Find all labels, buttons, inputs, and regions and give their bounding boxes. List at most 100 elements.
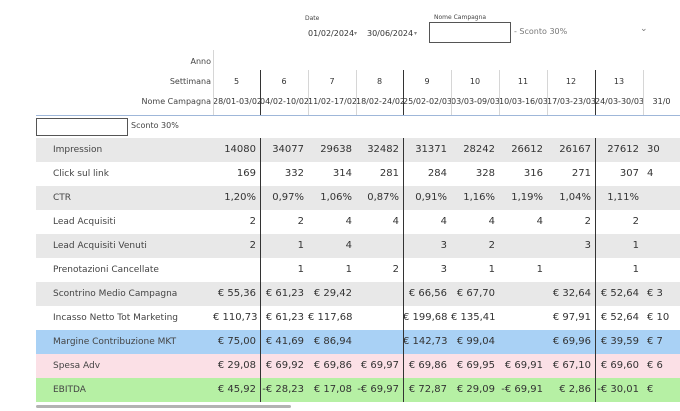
row-label: Click sul link [53,169,109,179]
table-cell [499,330,547,354]
table-cell: -€ 69,91 [501,384,543,395]
column-date-range: 03/03-09/03 [451,97,499,106]
table-cell: 1 [488,264,495,275]
table-cell: 1 [297,240,304,251]
column-week-number: 9 [424,77,430,86]
table-cell: € 17,08 [313,384,352,395]
table-cell: -€ 30,01 [597,384,639,395]
campaign-filter-input[interactable] [36,118,128,136]
column-divider [499,70,500,115]
table-cell: € 86,94 [313,336,352,347]
date-from-chevron-icon[interactable]: ▾ [354,30,358,37]
column-divider [547,70,548,115]
column-date-range: 25/02-02/03 [403,97,451,106]
table-cell: 2 [392,264,399,275]
table-cell: 4 [647,168,654,179]
table-cell: € 199,68 [403,312,448,323]
table-cell: 4 [488,216,495,227]
table-cell: 34077 [272,144,304,155]
table-cell: € 61,23 [265,288,304,299]
horizontal-scrollbar[interactable] [36,405,291,408]
column-week-number: 13 [613,77,625,86]
column-divider [260,138,261,402]
table-row: Incasso Netto Tot Marketing € 110,73 € 61,… [36,306,680,330]
table-cell: 2 [584,216,591,227]
table-cell: € 99,04 [456,336,495,347]
table-cell: € 29,09 [456,384,495,395]
header-separator [36,115,680,116]
table-cell: € 69,95 [456,360,495,371]
table-cell: 284 [427,168,447,179]
table-cell [643,234,680,258]
table-cell: € 39,59 [600,336,639,347]
table-cell: 4 [440,216,447,227]
table-cell: € 69,86 [313,360,352,371]
table-cell: 4 [392,216,399,227]
column-date-range: 17/03-23/03 [547,97,595,106]
table-cell: 2 [297,216,304,227]
campaign-name-input[interactable] [429,22,511,43]
column-date-range: 31/0 [652,97,671,106]
column-date-range: 18/02-24/02 [356,97,403,106]
table-cell: € 41,69 [265,336,304,347]
table-cell: € 29,08 [217,360,256,371]
column-divider [403,70,404,115]
table-cell: 3 [440,240,447,251]
table-cell: € 29,42 [313,288,352,299]
table-cell: 2 [249,240,256,251]
table-cell [356,282,403,306]
table-row: Impression 14080 34077 29638 32482 31371 28242… [36,138,680,162]
table-cell: € 69,86 [408,360,447,371]
table-cell: 28242 [463,144,495,155]
table-cell: 281 [379,168,399,179]
table-cell: 31371 [415,144,447,155]
header-anno: Anno [190,57,211,66]
table-cell: 27612 [607,144,639,155]
table-row: Lead Acquisiti Venuti 2 1 4 3 2 3 1 [36,234,680,258]
table-cell: € 55,36 [217,288,256,299]
table-cell: 1 [632,264,639,275]
table-row: Margine Contribuzione MKT € 75,00 € 41,69 €… [36,330,680,354]
table-cell: € 97,91 [552,312,591,323]
table-cell [213,258,260,282]
table-cell: -€ 69,97 [357,384,399,395]
chevron-down-icon[interactable]: ⌄ [640,24,648,34]
table-cell [643,210,680,234]
column-week-number: 7 [329,77,335,86]
campaign-filter-label: Sconto 30% [131,121,179,130]
column-date-range: 28/01-03/02 [213,97,260,106]
table-cell: € 69,91 [504,360,543,371]
column-divider [595,70,596,115]
column-divider [213,50,214,115]
column-date-range: 24/03-30/03 [595,97,643,106]
row-label: Incasso Netto Tot Marketing [53,313,178,323]
table-row: Spesa Adv € 29,08 € 69,92 € 69,86 € 69,97 € 6… [36,354,680,378]
column-week-number: 10 [469,77,481,86]
date-to-field[interactable]: 30/06/2024 [367,29,414,38]
table-row: Prenotazioni Cancellate 1 1 2 3 1 1 1 [36,258,680,282]
table-cell: € 32,64 [552,288,591,299]
row-label: Impression [53,145,103,155]
campaign-name-filter-label: Nome Campagna [434,14,487,21]
table-cell: 1 [632,240,639,251]
table-cell [356,306,403,330]
campaign-dropdown[interactable]: - Sconto 30% [514,27,568,36]
table-cell: € [647,384,654,395]
table-cell: 1,19% [511,192,543,203]
date-from-field[interactable]: 01/02/2024 [308,29,355,38]
table-cell: 2 [632,216,639,227]
table-cell: € 2,86 [559,384,591,395]
date-to-chevron-icon[interactable]: ▾ [414,30,418,37]
table-cell: 1,06% [320,192,352,203]
table-cell: € 135,41 [451,312,496,323]
header-settimana: Settimana [169,77,211,86]
table-cell: 1 [345,264,352,275]
table-cell: 316 [523,168,543,179]
table-cell: 314 [332,168,352,179]
table-cell: 26167 [559,144,591,155]
table-cell: 0,91% [415,192,447,203]
table-cell: -€ 28,23 [262,384,304,395]
column-date-range: 04/02-10/02 [260,97,308,106]
row-label: Lead Acquisiti Venuti [53,241,147,251]
table-cell: 30 [647,144,660,155]
